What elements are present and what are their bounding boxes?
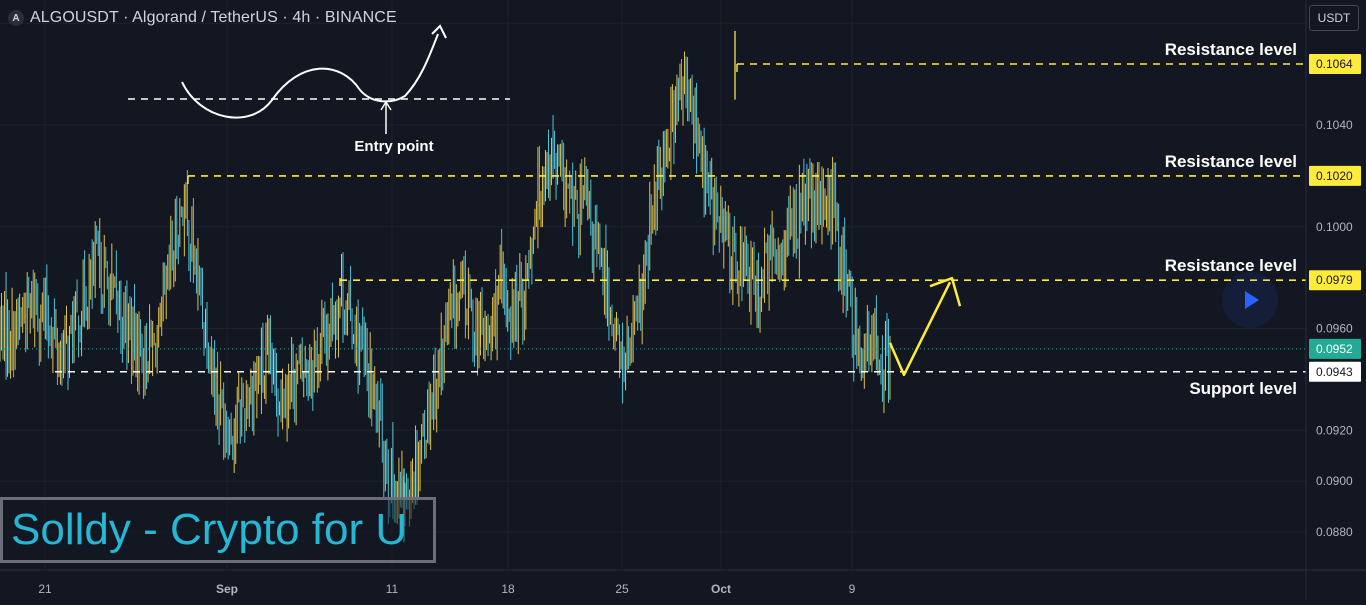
- resistance-price-tag-label: 0.0979: [1316, 273, 1353, 287]
- resistance-price-tag[interactable]: [1309, 165, 1361, 186]
- last-price-tag[interactable]: [1309, 338, 1361, 359]
- price-tick-label: 0.0920: [1316, 423, 1353, 437]
- entry-point-label: Entry point: [354, 138, 433, 155]
- price-tick-label: 0.0880: [1316, 525, 1353, 539]
- symbol-header: A ALGOUSDT · Algorand / TetherUS · 4h · …: [8, 8, 397, 28]
- price-tick-label: 0.0900: [1316, 474, 1353, 488]
- resistance-label: Resistance level: [1165, 152, 1297, 171]
- support-price-tag-label: 0.0943: [1316, 365, 1353, 379]
- entry-schematic: Entry point: [128, 24, 510, 155]
- schematic-curve: [181, 33, 439, 119]
- resistance-label: Resistance level: [1165, 256, 1297, 275]
- resistance-price-tag[interactable]: [1309, 54, 1361, 74]
- time-tick-label: 18: [501, 582, 515, 596]
- level-annotations: Resistance level Resistance level Resistan…: [1165, 40, 1297, 398]
- time-tick-label: 9: [849, 582, 856, 596]
- resistance-price-tag-label: 0.1064: [1316, 57, 1353, 71]
- projection-arrowhead: [929, 276, 962, 307]
- resistance-price-tag-label: 0.1020: [1316, 169, 1353, 183]
- algorand-logo-icon: A: [8, 10, 24, 26]
- price-tick-label: 0.1000: [1316, 220, 1353, 234]
- price-tick-label: 0.1040: [1316, 118, 1353, 132]
- play-icon: [1245, 291, 1259, 309]
- watermark-text: Solldy - Crypto for U: [11, 505, 408, 554]
- support-label: Support level: [1189, 379, 1297, 398]
- last-price-tag-label: 0.0952: [1316, 342, 1353, 356]
- resistance-label: Resistance level: [1165, 40, 1297, 59]
- watermark: Solldy - Crypto for U: [0, 497, 436, 563]
- entry-pointer-head: [380, 100, 392, 111]
- time-tick-label: 21: [38, 582, 52, 596]
- symbol-title: ALGOUSDT · Algorand / TetherUS · 4h · BI…: [30, 9, 397, 26]
- schematic-arrowhead: [431, 24, 447, 39]
- time-tick-label: Oct: [711, 582, 731, 596]
- support-price-tag[interactable]: [1309, 361, 1361, 382]
- time-tick-label: 25: [615, 582, 629, 596]
- time-tick-label: 11: [386, 582, 399, 596]
- projection-path: [888, 281, 952, 377]
- price-axis-bg: [1307, 0, 1366, 600]
- time-axis[interactable]: 21 Sep 11 18 25 Oct 9: [38, 582, 855, 596]
- projection-arrow: [888, 276, 962, 377]
- time-tick-label: Sep: [216, 582, 238, 596]
- currency-badge[interactable]: USDT: [1309, 5, 1359, 31]
- levels: [0, 63, 1306, 373]
- play-button[interactable]: [1222, 272, 1278, 328]
- price-axis[interactable]: 0.10800.10400.10000.09600.09200.09000.08…: [1307, 0, 1366, 600]
- price-tick-label: 0.0960: [1316, 322, 1353, 336]
- resistance-price-tag[interactable]: [1309, 270, 1361, 291]
